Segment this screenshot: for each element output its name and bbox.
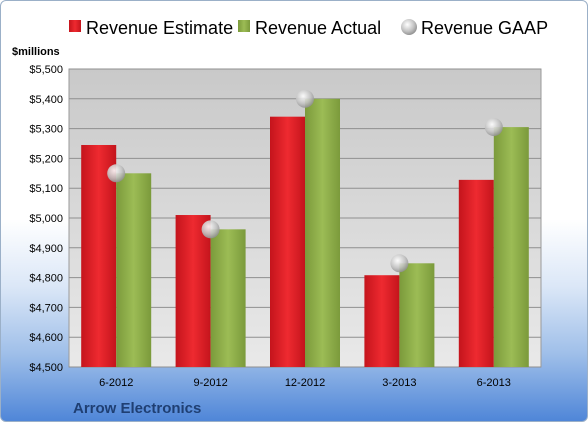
- bar-revenue-estimate: [270, 116, 305, 368]
- x-tick-label: 9-2012: [193, 377, 227, 389]
- bar-revenue-actual: [493, 127, 529, 367]
- legend-label-gaap: Revenue GAAP: [421, 18, 548, 38]
- marker-revenue-gaap: [484, 118, 503, 137]
- legend-label-estimate: Revenue Estimate: [86, 18, 233, 38]
- y-tick-label: $4,900: [29, 243, 63, 255]
- y-tick-label: $4,500: [29, 362, 63, 374]
- company-name: Arrow Electronics: [73, 400, 201, 417]
- y-tick-label: $5,400: [29, 94, 63, 106]
- x-tick-label: 6-2013: [477, 377, 511, 389]
- bar-revenue-estimate: [81, 144, 117, 367]
- legend-label-actual: Revenue Actual: [255, 18, 381, 38]
- y-tick-label: $5,200: [29, 153, 63, 165]
- legend: Revenue Estimate Revenue Actual Revenue …: [69, 18, 548, 38]
- y-tick-label: $5,100: [29, 183, 63, 195]
- legend-swatch-gaap: [401, 19, 417, 35]
- x-tick-label: 3-2013: [382, 377, 416, 389]
- y-axis-unit-label: $millions: [12, 46, 60, 58]
- legend-swatch-estimate: [69, 20, 81, 32]
- marker-revenue-gaap: [201, 220, 220, 239]
- marker-revenue-gaap: [390, 254, 409, 273]
- bar-revenue-actual: [116, 173, 152, 367]
- y-tick-label: $5,300: [29, 124, 63, 136]
- bar-revenue-actual: [305, 98, 340, 368]
- bar-revenue-estimate: [458, 179, 494, 367]
- y-tick-label: $4,700: [29, 302, 63, 314]
- y-tick-label: $5,500: [29, 64, 63, 76]
- bars: [81, 98, 529, 368]
- bar-revenue-actual: [399, 263, 435, 367]
- y-tick-label: $4,600: [29, 332, 63, 344]
- bar-revenue-actual: [210, 229, 246, 367]
- legend-swatch-actual: [238, 20, 250, 32]
- bar-revenue-estimate: [364, 275, 400, 367]
- marker-revenue-gaap: [296, 89, 314, 108]
- y-tick-label: $5,000: [29, 213, 63, 225]
- x-tick-label: 12-2012: [285, 377, 325, 389]
- y-tick-label: $4,800: [29, 273, 63, 285]
- bar-revenue-estimate: [175, 215, 211, 367]
- y-axis: $4,500 $4,600 $4,700 $4,800 $4,900 $5,000 $5,1…: [29, 64, 63, 374]
- gaap-markers: [107, 89, 503, 273]
- x-tick-label: 6-2012: [99, 377, 133, 389]
- x-axis: 6-2012 9-2012 12-2012 3-2013 6-2013: [99, 377, 511, 389]
- marker-revenue-gaap: [107, 164, 126, 183]
